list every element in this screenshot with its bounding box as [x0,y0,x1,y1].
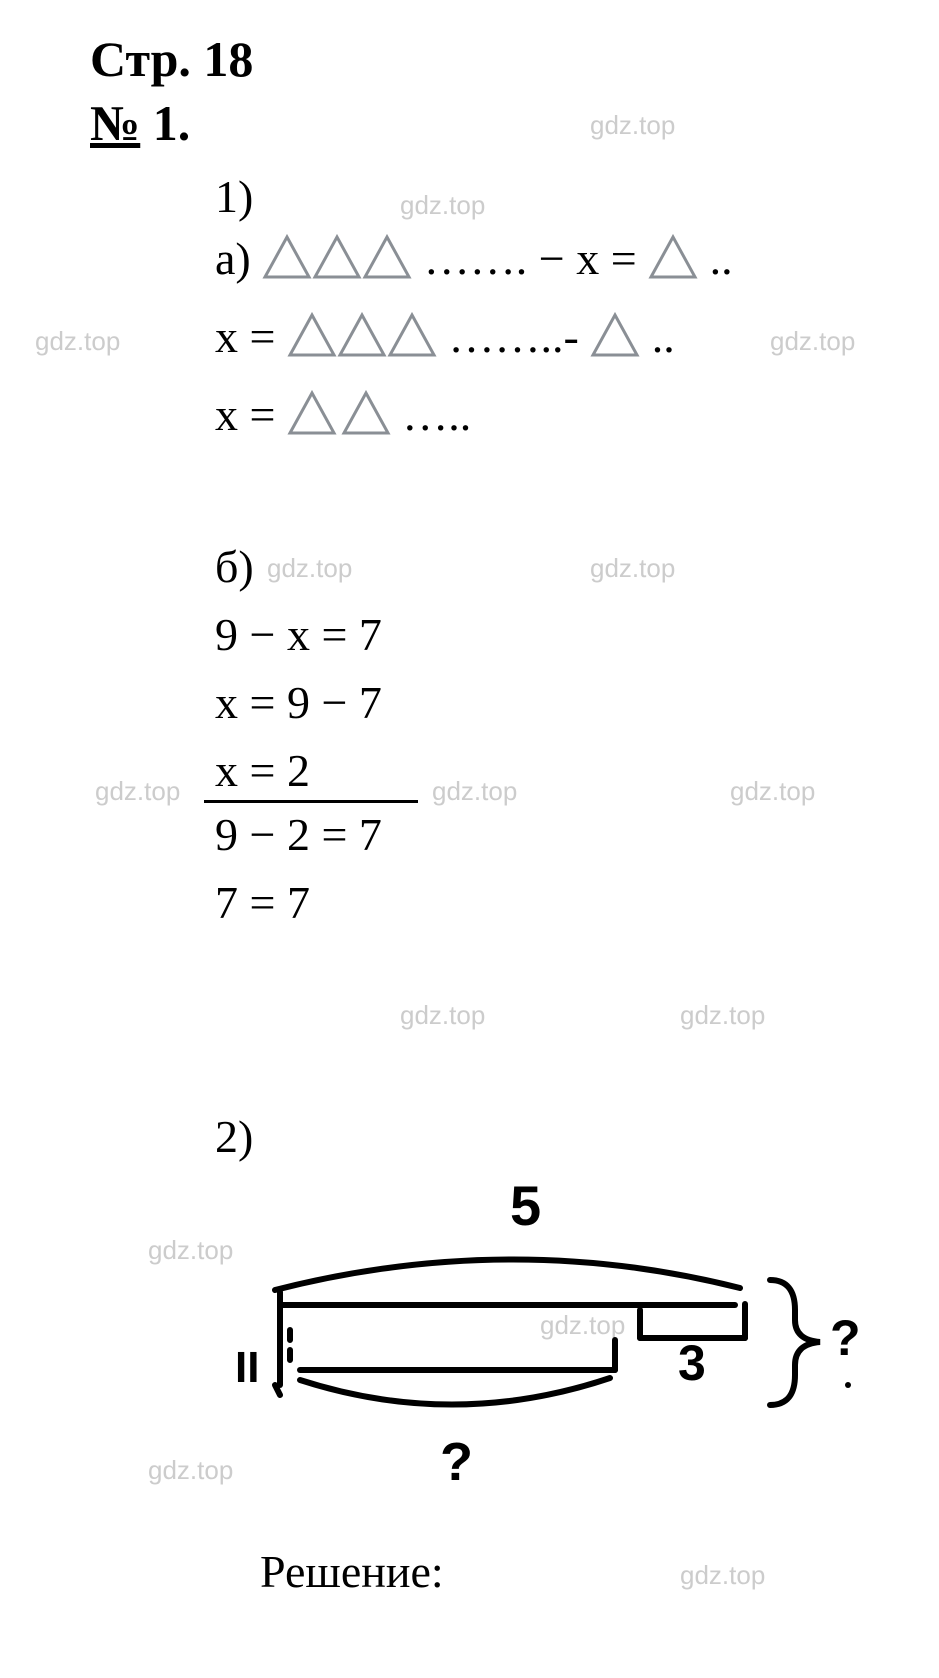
watermark: gdz.top [770,326,855,357]
part-a-text: ……. − x = [412,233,648,284]
watermark: gdz.top [95,776,180,807]
watermark: gdz.top [730,776,815,807]
page-header: Стр. 18 [90,30,253,88]
number-value: 1. [153,95,191,151]
part-a-text: ……..- [437,311,590,362]
triangle-icon [337,312,387,369]
watermark: gdz.top [267,553,352,584]
part-a-text: .. [640,311,675,362]
part-b-line5: 7 = 7 [215,876,310,929]
answer-label: Решение: [260,1545,444,1598]
diagram: 5 3 II ? ? [180,1170,880,1500]
part-b-line3: x = 2 [215,744,310,797]
part-b-line1: 9 − x = 7 [215,608,382,661]
svg-text:II: II [235,1343,259,1392]
part-a-line1: а) ……. − x = .. [215,232,733,291]
triangle-icon [590,312,640,369]
part-a-label: а) [215,233,251,284]
watermark: gdz.top [400,1000,485,1031]
triangle-icon [648,234,698,291]
part-a-line2: x = ……..- .. [215,310,675,369]
part-a-text: .. [698,233,733,284]
watermark: gdz.top [590,110,675,141]
svg-text:?: ? [830,1310,861,1366]
triangle-icon [341,390,391,447]
section-1-label: 1) [215,170,253,223]
triangle-icon [387,312,437,369]
divider-bar [204,800,418,803]
part-a-line3: x = ….. [215,388,471,447]
part-a-text: ….. [391,389,472,440]
number-prefix: № [90,95,140,151]
watermark: gdz.top [432,776,517,807]
triangle-icon [262,234,312,291]
part-a-text: x = [215,389,287,440]
watermark: gdz.top [590,553,675,584]
part-b-line2: x = 9 − 7 [215,676,382,729]
page-root: Стр. 18 № 1. gdz.top 1) gdz.top а) ……. −… [0,0,939,1678]
part-a-text: x = [215,311,287,362]
watermark: gdz.top [680,1000,765,1031]
section-2-label: 2) [215,1110,253,1163]
part-b-line4: 9 − 2 = 7 [215,808,382,861]
triangle-icon [312,234,362,291]
svg-text:?: ? [440,1432,473,1492]
problem-number: № 1. [90,94,190,152]
triangle-icon [287,390,337,447]
svg-text:3: 3 [678,1335,706,1391]
triangle-icon [287,312,337,369]
svg-text:5: 5 [510,1174,541,1237]
watermark: gdz.top [35,326,120,357]
watermark: gdz.top [680,1560,765,1591]
triangle-icon [362,234,412,291]
watermark: gdz.top [400,190,485,221]
part-b-label: б) [215,540,254,593]
